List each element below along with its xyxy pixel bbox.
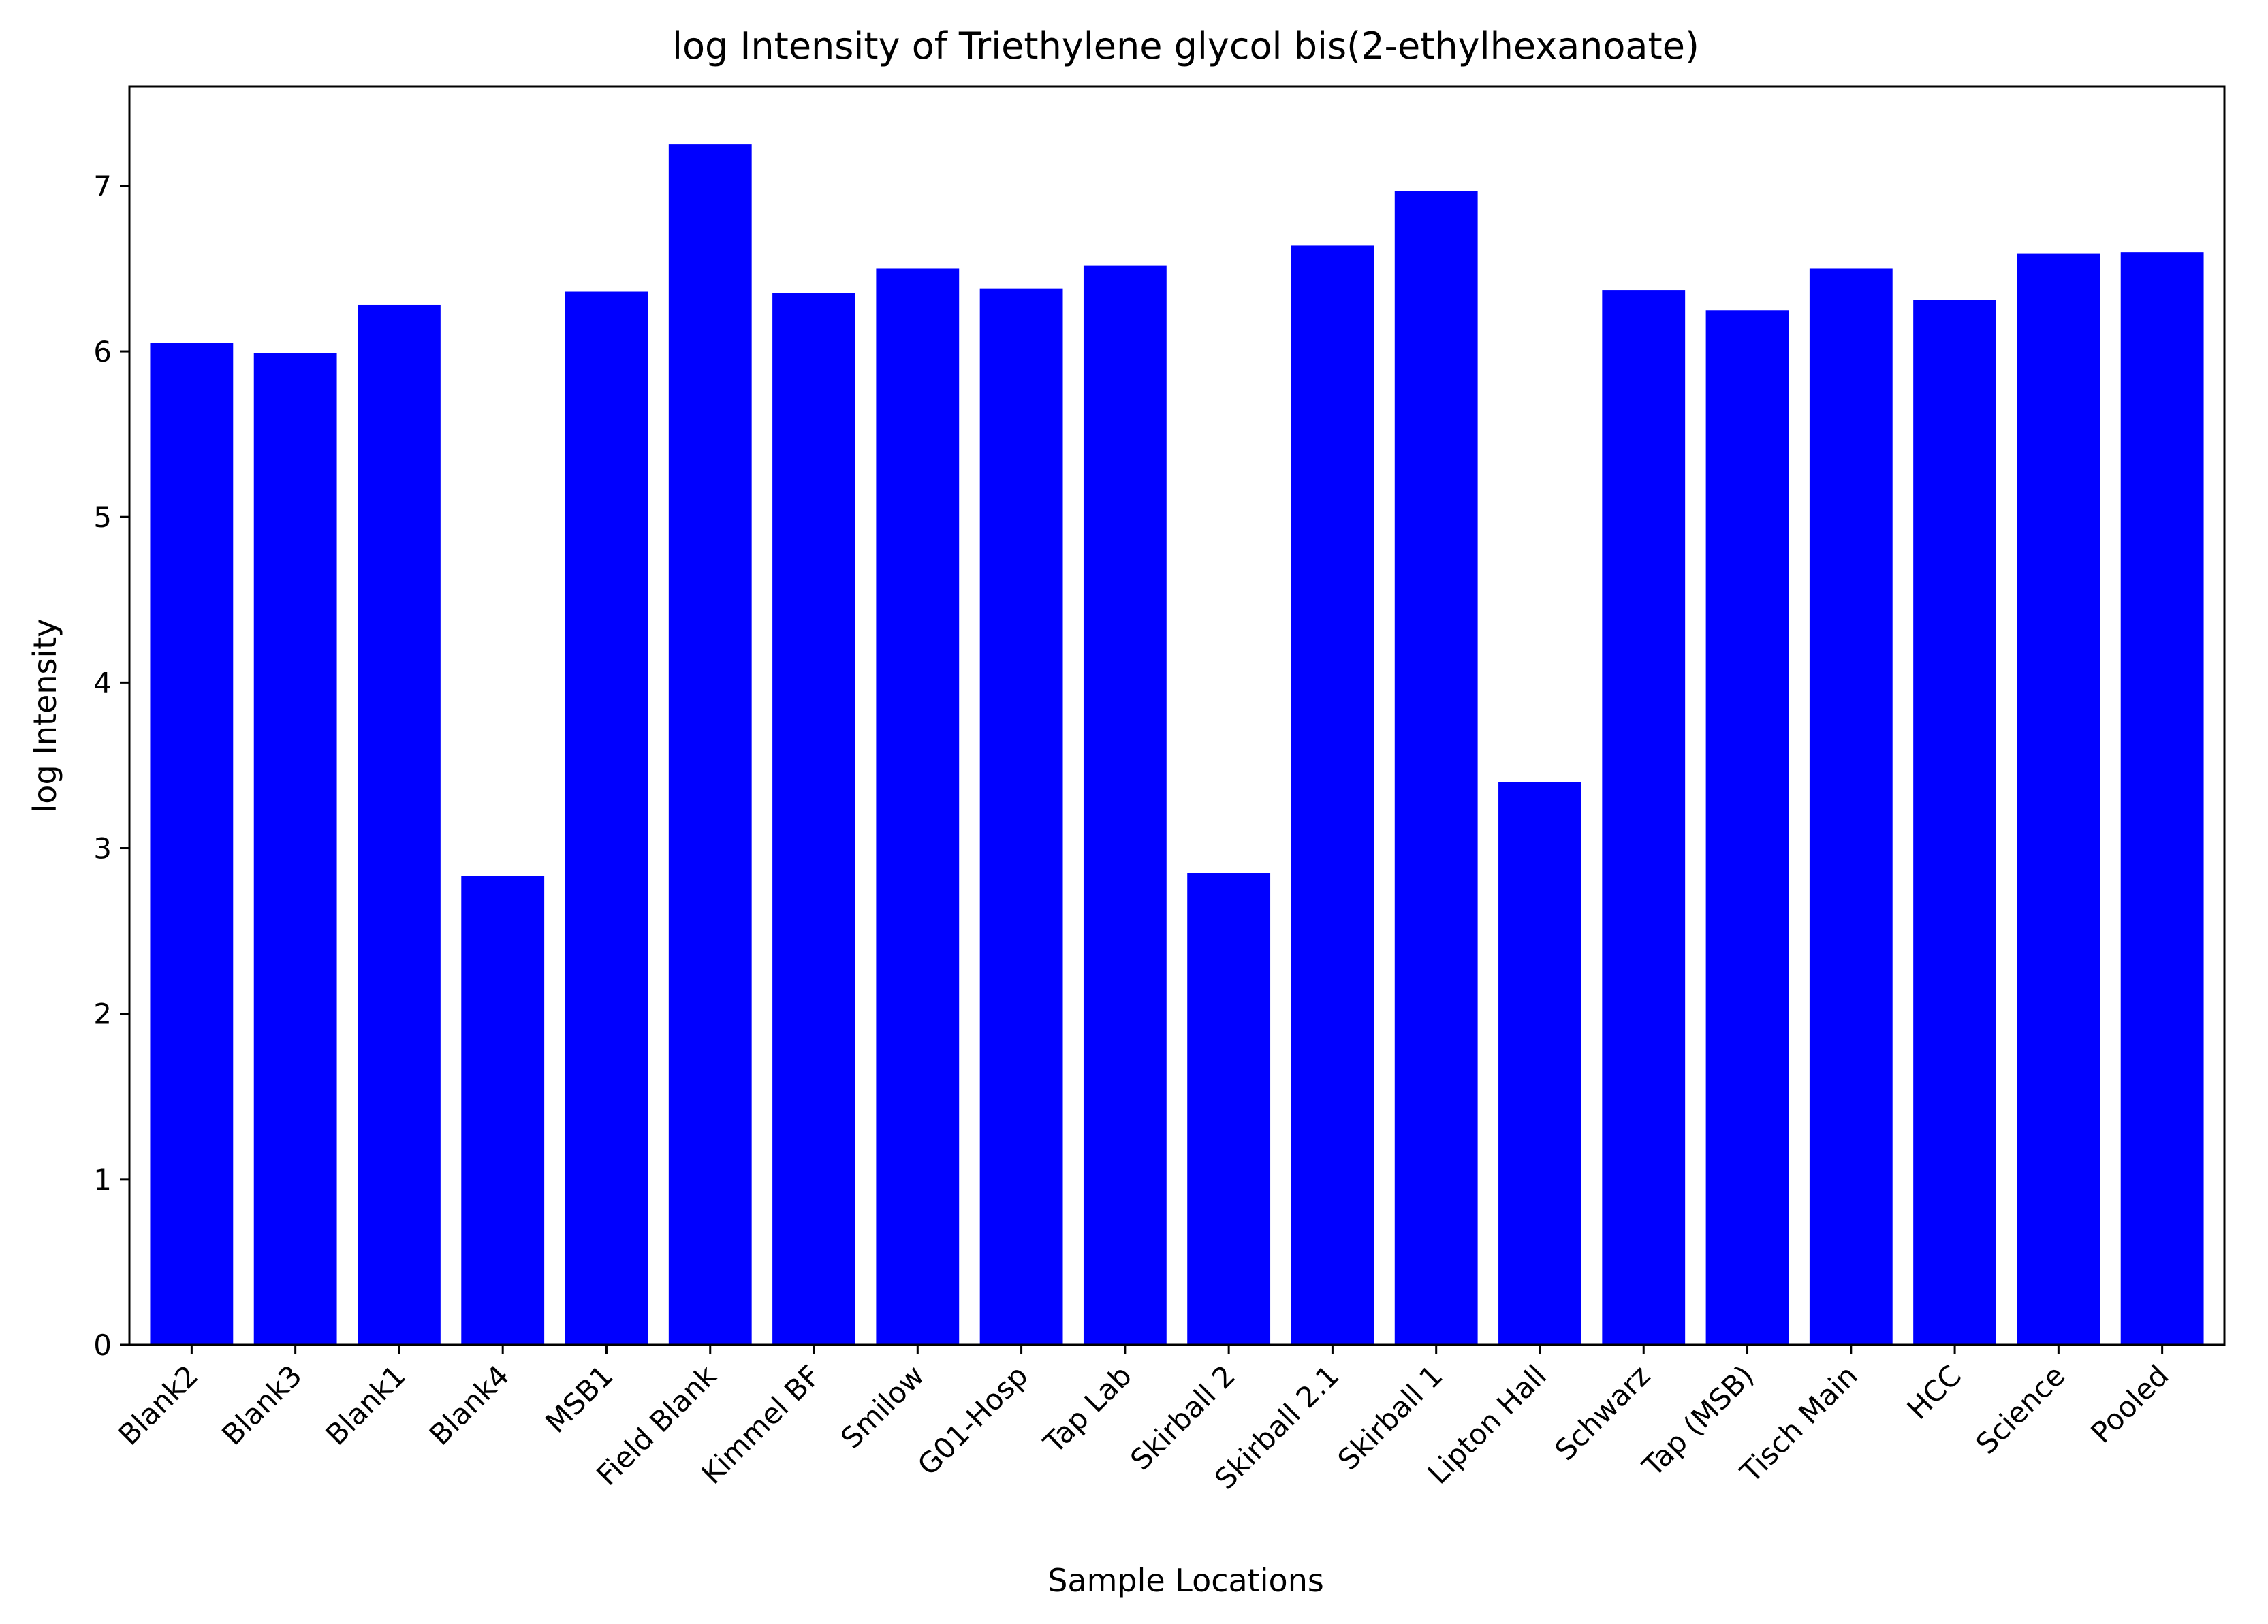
bar-series xyxy=(150,144,2204,1346)
bar xyxy=(358,304,441,1346)
bar xyxy=(2120,252,2204,1345)
bar xyxy=(1602,290,1686,1345)
bar xyxy=(876,268,960,1346)
bar xyxy=(1809,268,1893,1346)
bar xyxy=(461,876,545,1345)
y-tick-label: 7 xyxy=(93,170,112,203)
bar xyxy=(565,291,648,1346)
bar xyxy=(1498,782,1581,1345)
bar xyxy=(1187,873,1271,1345)
y-tick-label: 3 xyxy=(93,832,112,865)
bar xyxy=(979,288,1063,1346)
x-axis-label: Sample Locations xyxy=(1048,1562,1324,1599)
bar xyxy=(1705,310,1789,1345)
bar xyxy=(668,144,752,1346)
bar xyxy=(1913,300,1996,1345)
y-tick-label: 0 xyxy=(93,1328,112,1362)
bar xyxy=(150,343,234,1345)
y-axis: 0 1 2 3 4 5 6 7 xyxy=(93,170,129,1362)
bar xyxy=(253,353,337,1346)
y-axis-label: log Intensity xyxy=(27,619,63,813)
bar xyxy=(772,293,855,1345)
plot-frame xyxy=(128,85,2226,1346)
y-tick-label: 6 xyxy=(93,335,112,368)
bar xyxy=(1394,191,1478,1346)
y-tick-label: 4 xyxy=(93,666,112,699)
y-tick-label: 1 xyxy=(93,1163,112,1196)
bar xyxy=(1291,245,1374,1345)
bar xyxy=(1083,265,1167,1345)
chart-title: log Intensity of Triethylene glycol bis(… xyxy=(672,25,1699,67)
y-tick-label: 5 xyxy=(93,500,112,534)
y-tick-label: 2 xyxy=(93,998,112,1031)
bar xyxy=(2017,253,2100,1345)
